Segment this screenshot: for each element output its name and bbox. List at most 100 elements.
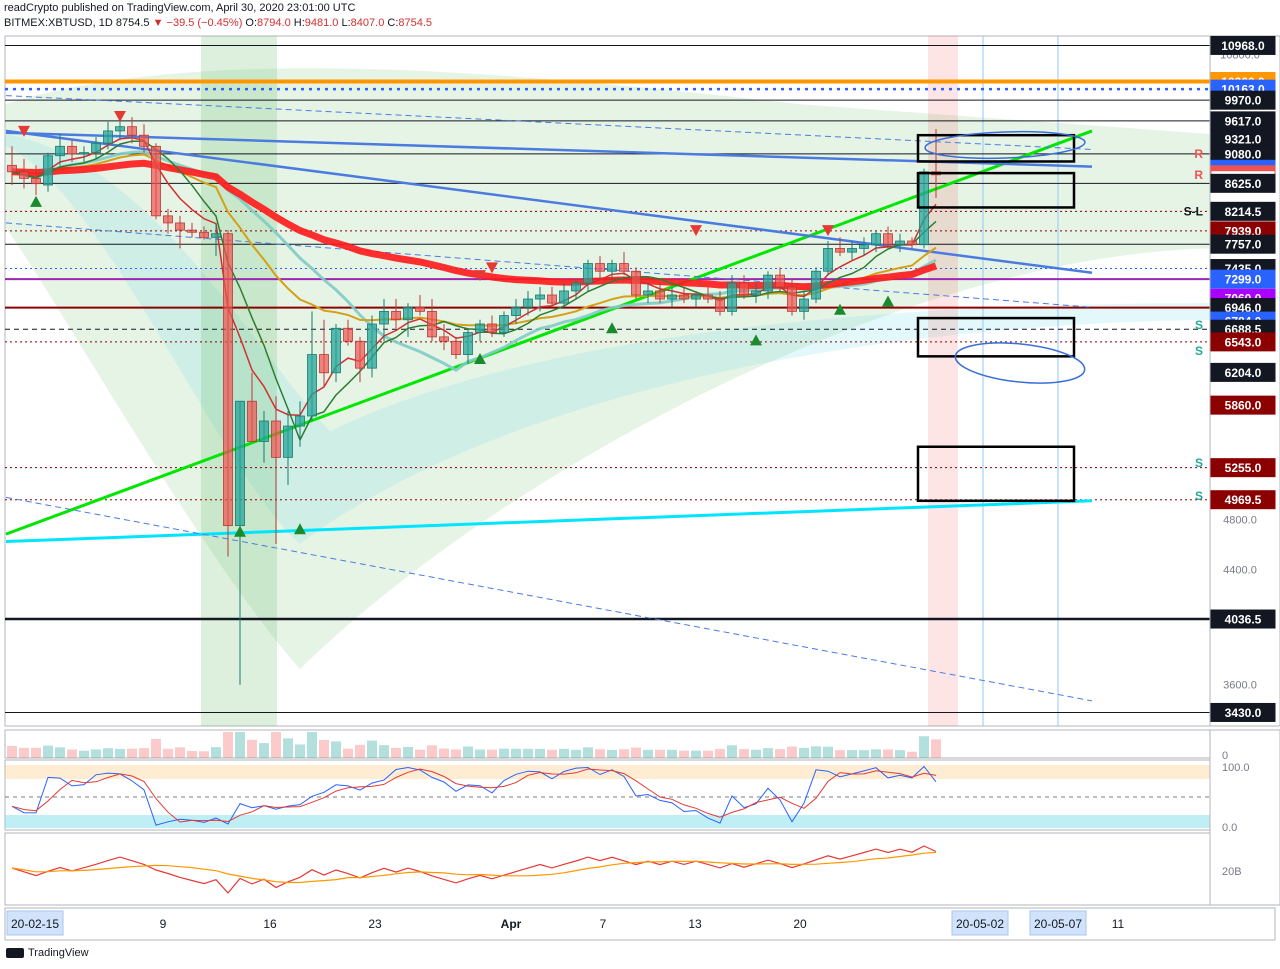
candle-body bbox=[583, 263, 593, 284]
candle-body bbox=[499, 315, 509, 333]
volume-bar bbox=[463, 746, 473, 758]
price-label: 9617.0 bbox=[1225, 114, 1262, 128]
candle-body bbox=[367, 323, 377, 369]
candle-body bbox=[67, 145, 77, 155]
sell-signal-triangle bbox=[114, 110, 126, 122]
candle-body bbox=[343, 327, 353, 342]
time-label-box bbox=[951, 910, 1009, 936]
price-label: 6204.0 bbox=[1225, 366, 1262, 380]
volume-bar bbox=[679, 750, 689, 758]
level-marker-R: R bbox=[1194, 168, 1203, 182]
level-marker-S: S bbox=[1195, 318, 1203, 332]
price-axis-tick: 4400.0 bbox=[1223, 565, 1257, 577]
candle-body bbox=[595, 263, 605, 272]
buy-signal-triangle bbox=[474, 353, 486, 365]
volume-bar bbox=[487, 749, 497, 758]
volume-bar bbox=[79, 750, 89, 758]
volume-bar bbox=[799, 747, 809, 758]
volume-bar bbox=[655, 749, 665, 758]
tradingview-logo-icon bbox=[6, 948, 24, 958]
candle-body bbox=[871, 233, 881, 246]
volume-bar bbox=[727, 745, 737, 758]
level-marker-S: S bbox=[1195, 344, 1203, 358]
tradingview-footer[interactable]: TradingView bbox=[6, 947, 89, 959]
candle-body bbox=[487, 323, 497, 333]
price-axis[interactable]: 10800.010400.04800.04400.03600.010968.01… bbox=[1209, 35, 1280, 727]
zone-box bbox=[916, 316, 1076, 358]
candle-body bbox=[559, 290, 569, 304]
volume-bar bbox=[439, 748, 449, 758]
volume-bar bbox=[103, 748, 113, 758]
sell-signal-triangle bbox=[18, 125, 30, 137]
red-highlight-band bbox=[928, 36, 958, 726]
time-axis-label: 20-02-15 bbox=[11, 917, 59, 931]
volume-bar bbox=[499, 748, 509, 758]
volume-bar bbox=[931, 739, 941, 758]
low-value: 8407.0 bbox=[350, 17, 385, 29]
candle-body bbox=[379, 310, 389, 325]
candle-body bbox=[103, 130, 113, 144]
time-axis[interactable]: 20-02-15 9 16 23 Apr 7 13 20 20-05-02 20-05-07 11 bbox=[4, 907, 1276, 941]
price-label-box bbox=[1210, 90, 1276, 110]
volume-bar bbox=[595, 749, 605, 758]
volume-bar bbox=[475, 749, 485, 758]
high-value: 9481.0 bbox=[304, 17, 339, 29]
buy-signal-triangle bbox=[882, 295, 894, 307]
volume-bar bbox=[871, 749, 881, 758]
candle-body bbox=[883, 233, 893, 246]
price-label: 5255.0 bbox=[1225, 461, 1262, 475]
candle-body bbox=[607, 263, 617, 272]
candle-body bbox=[403, 306, 413, 321]
volume-bar bbox=[175, 747, 185, 758]
buy-signal-triangle bbox=[750, 334, 762, 346]
candle-body bbox=[355, 340, 365, 369]
candle-body bbox=[703, 294, 713, 300]
candle-body bbox=[475, 323, 485, 333]
volume-bar bbox=[7, 745, 17, 758]
volume-bar bbox=[607, 749, 617, 758]
volume-bar bbox=[895, 750, 905, 758]
volume-bar bbox=[319, 739, 329, 758]
volume-bar bbox=[151, 739, 161, 758]
time-label-box bbox=[6, 910, 64, 936]
candle-body bbox=[283, 425, 293, 458]
buy-signal-triangle bbox=[294, 523, 306, 535]
volume-bar bbox=[823, 746, 833, 758]
volume-bar bbox=[907, 751, 917, 758]
level-marker-S: S bbox=[1195, 456, 1203, 470]
zone-box bbox=[916, 133, 1076, 163]
time-axis-label: 20-05-07 bbox=[1034, 917, 1082, 931]
price-label-box bbox=[1210, 609, 1276, 629]
volume-bar bbox=[835, 750, 845, 758]
volume-bar bbox=[643, 749, 653, 758]
candle-body bbox=[19, 171, 29, 179]
candle-body bbox=[895, 240, 905, 246]
buy-signal-triangle bbox=[30, 195, 42, 207]
price-label-box bbox=[1210, 362, 1276, 382]
candle-body bbox=[175, 222, 185, 231]
green-highlight-band bbox=[201, 36, 277, 726]
candle-body bbox=[787, 286, 797, 312]
level-marker-S: S bbox=[1195, 489, 1203, 503]
volume-bar bbox=[91, 749, 101, 758]
high-label: H: bbox=[293, 17, 305, 29]
sub-panel-frame bbox=[4, 832, 1211, 906]
price-label: 3430.0 bbox=[1225, 706, 1262, 720]
candle-body bbox=[259, 420, 269, 442]
candle-body bbox=[307, 354, 317, 417]
candle-body bbox=[211, 233, 221, 238]
candle-body bbox=[139, 134, 149, 147]
candle-body bbox=[727, 282, 737, 312]
last-price: 8754.5 bbox=[115, 17, 150, 29]
candle-body bbox=[535, 294, 545, 300]
candle-body bbox=[295, 415, 305, 427]
volume-bar bbox=[139, 748, 149, 758]
price-axis-tick: 4800.0 bbox=[1223, 515, 1257, 527]
volume-bar bbox=[127, 748, 137, 758]
time-axis-label: 11 bbox=[1112, 917, 1125, 931]
open-label: O: bbox=[245, 17, 258, 29]
volume-bar bbox=[523, 748, 533, 758]
candle-body bbox=[619, 263, 629, 272]
candle-body bbox=[679, 294, 689, 300]
